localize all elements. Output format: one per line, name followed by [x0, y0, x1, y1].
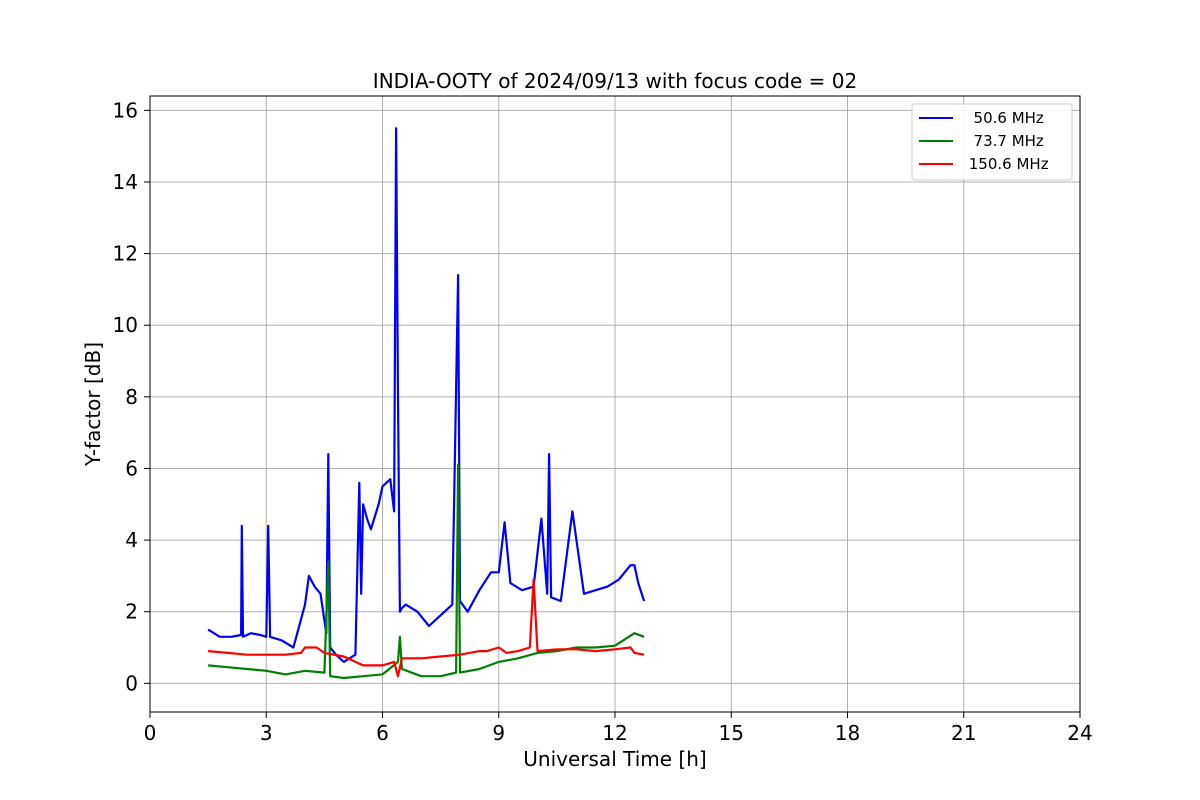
x-tick-label: 15 — [719, 721, 744, 745]
y-tick-label: 10 — [113, 313, 138, 337]
y-tick-label: 14 — [113, 170, 138, 194]
series-line-0 — [207, 127, 646, 664]
x-tick-label: 0 — [144, 721, 157, 745]
legend: 50.6 MHz 73.7 MHz 150.6 MHz — [911, 103, 1073, 181]
series-line-1 — [207, 463, 645, 680]
y-tick-label: 0 — [125, 671, 138, 695]
x-tick-label: 21 — [951, 721, 976, 745]
y-tick-label: 6 — [125, 456, 138, 480]
y-axis-label: Y-factor [dB] — [81, 342, 105, 467]
legend-label: 50.6 MHz — [964, 109, 1044, 127]
legend-box — [911, 103, 1073, 181]
y-tick-label: 4 — [125, 528, 138, 552]
x-tick-label: 9 — [492, 721, 505, 745]
legend-label: 73.7 MHz — [964, 132, 1044, 150]
x-tick-label: 3 — [260, 721, 273, 745]
x-tick-label: 12 — [602, 721, 627, 745]
chart-title: INDIA-OOTY of 2024/09/13 with focus code… — [373, 69, 857, 93]
x-tick-label: 24 — [1067, 721, 1092, 745]
x-tick-label: 18 — [835, 721, 860, 745]
y-tick-label: 2 — [125, 600, 138, 624]
series-line-2 — [207, 578, 645, 678]
legend-label: 150.6 MHz — [964, 155, 1049, 173]
x-axis-label: Universal Time [h] — [523, 747, 706, 771]
y-tick-label: 16 — [113, 98, 138, 122]
y-tick-label: 12 — [113, 242, 138, 266]
y-tick-label: 8 — [125, 385, 138, 409]
x-tick-label: 6 — [376, 721, 389, 745]
series-layer — [207, 127, 646, 680]
